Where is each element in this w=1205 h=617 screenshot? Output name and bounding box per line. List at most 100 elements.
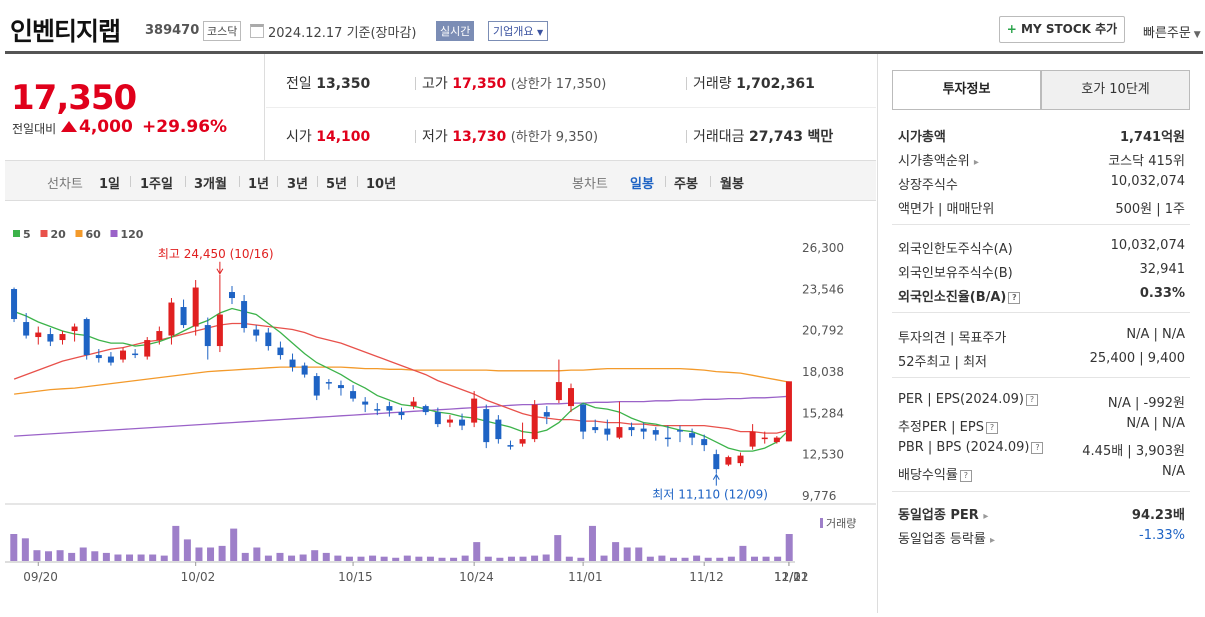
volume-bar [207, 547, 215, 561]
volume-bar [461, 555, 469, 561]
ma60-line [14, 366, 790, 395]
candle-body [628, 427, 635, 431]
x-tick-label: 12/11 [774, 570, 809, 584]
candle-body [386, 406, 393, 411]
candle-body [95, 355, 102, 359]
period-1y[interactable]: 1년 [248, 177, 270, 192]
tab-orderbook[interactable]: 호가 10단계 [1041, 70, 1190, 110]
candle-body [761, 437, 768, 440]
period-1w[interactable]: 1주일 [140, 177, 173, 192]
candle-body [228, 292, 235, 299]
candle-body [204, 325, 211, 347]
candle-body [289, 359, 296, 368]
quick-order-button[interactable]: 빠른주문 ▼ [1143, 22, 1201, 41]
volume-bar [450, 557, 458, 561]
period-3y[interactable]: 3년 [287, 177, 309, 192]
candle-body [253, 329, 260, 336]
volume-bar [716, 557, 724, 561]
candle-body [216, 314, 223, 347]
as-of-date: 2024.12.17 기준(장마감) [268, 26, 417, 41]
x-tick-label: 10/24 [459, 570, 494, 584]
volume-bar [357, 556, 365, 561]
tab-invest-info[interactable]: 투자정보 [892, 70, 1041, 110]
volume-legend-swatch [820, 518, 823, 528]
volume-bar [149, 554, 157, 561]
candle-body [689, 433, 696, 438]
volume-bar [565, 556, 573, 561]
candle-body [23, 322, 30, 336]
info-row: 동일업종 PER ▸ 94.23배 [898, 508, 1185, 523]
quick-order-label: 빠른주문 [1143, 26, 1191, 41]
amount-value: 27,743 [748, 129, 804, 145]
candle-weekly[interactable]: 주봉 [674, 177, 698, 192]
volume-bar [415, 556, 423, 561]
candle-body [265, 332, 272, 347]
volume-bar [750, 556, 758, 561]
candle-body [325, 382, 332, 384]
candle-body [580, 404, 587, 432]
candle-body [11, 289, 18, 320]
open-label: 시가 [286, 129, 312, 145]
volume-bar [183, 539, 191, 561]
lower-limit-note: (하한가 9,350) [510, 130, 599, 145]
candle-body [132, 353, 139, 356]
volume-bar [623, 547, 631, 561]
candle-body [495, 419, 502, 440]
y-tick-label: 9,776 [802, 489, 836, 503]
volume-bar [160, 555, 168, 561]
volume-bar [230, 528, 238, 561]
high-value: 17,350 [452, 76, 507, 92]
candle-body [785, 381, 792, 442]
volume-bar [635, 547, 643, 561]
period-3m[interactable]: 3개월 [194, 177, 227, 192]
volume-bar [114, 554, 122, 561]
volume-bar [334, 555, 342, 561]
candlestick-chart[interactable]: 5 20 60 120 26,300 23,546 20,792 18,038 15,284 12… [5, 201, 876, 613]
info-row: 상장주식수 10,032,074 [898, 174, 1185, 193]
legend-label: 20 [51, 228, 67, 241]
candle-monthly[interactable]: 월봉 [720, 177, 744, 192]
volume-bar [669, 557, 677, 561]
candle-daily[interactable]: 일봉 [630, 177, 654, 192]
info-row: 투자의견 | 목표주가 N/A | N/A [898, 327, 1185, 346]
info-row: 시가총액순위 ▸ 코스닥 415위 [898, 154, 1185, 169]
volume-bar [484, 556, 492, 561]
period-10y[interactable]: 10년 [366, 177, 397, 192]
corp-info-dropdown[interactable]: 기업개요 ▼ [488, 21, 549, 41]
legend-label: 5 [23, 228, 31, 241]
volume-bar [322, 552, 330, 561]
legend-label: 60 [86, 228, 102, 241]
mystock-label: MY STOCK 추가 [1021, 22, 1118, 36]
period-1d[interactable]: 1일 [99, 177, 121, 192]
x-tick-label: 11/21 [774, 570, 809, 584]
chevron-right-icon: ▸ [973, 157, 979, 168]
ma5-line [13, 307, 790, 452]
line-chart-label: 선차트 [47, 177, 83, 192]
volume-bar [403, 555, 411, 561]
info-row: 액면가 | 매매단위 500원 | 1주 [898, 202, 1185, 217]
realtime-badge[interactable]: 실시간 [436, 21, 475, 41]
y-tick-label: 26,300 [802, 241, 844, 255]
candle-body [568, 388, 575, 407]
y-tick-label: 15,284 [802, 406, 844, 420]
volume-bar [392, 557, 400, 561]
period-5y[interactable]: 5년 [326, 177, 348, 192]
invest-info-panel: 투자정보 호가 10단계 시가총액 1,741억원 시가총액순위 ▸ 코스닥 415… [877, 54, 1205, 613]
stock-code: 389470 [145, 23, 200, 38]
candle-body [555, 382, 562, 401]
candle-body [241, 301, 248, 329]
volume-bar [264, 555, 272, 561]
calendar-icon [250, 24, 264, 38]
candle-body [35, 332, 42, 338]
volume-bar [507, 556, 515, 561]
change-value: 4,000 [61, 117, 133, 137]
volume-bar [577, 557, 585, 561]
mystock-add-button[interactable]: + MY STOCK 추가 [999, 16, 1125, 43]
volume-bar [276, 552, 284, 561]
high-label: 고가 [422, 76, 448, 92]
price-chart[interactable]: 5 20 60 120 26,300 23,546 20,792 18,038 15,284 12… [5, 201, 876, 613]
low-value: 13,730 [452, 129, 507, 145]
up-arrow-icon [61, 121, 77, 132]
info-row: 시가총액 1,741억원 [898, 130, 1185, 145]
low-arrow-head [712, 473, 720, 480]
